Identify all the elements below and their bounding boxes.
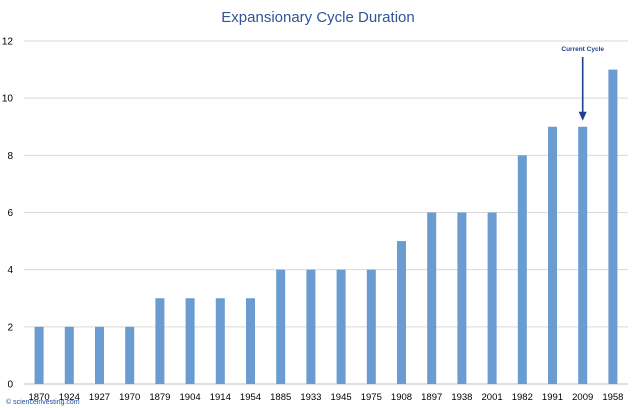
bar-1908	[397, 241, 406, 384]
y-tick-label: 8	[7, 151, 13, 162]
y-tick-label: 6	[7, 208, 13, 219]
x-tick-label: 1970	[119, 392, 140, 403]
bar-2009	[578, 126, 588, 384]
bar-1897	[427, 212, 437, 384]
x-tick-label: 1904	[180, 392, 201, 403]
bar-1991	[548, 126, 557, 384]
x-tick-label: 1991	[542, 392, 563, 403]
x-tick-label: 1954	[240, 392, 261, 403]
y-tick-label: 0	[7, 380, 13, 391]
x-tick-label: 1885	[270, 392, 291, 403]
x-tick-label: 1908	[391, 392, 412, 403]
bar-1927	[95, 326, 104, 384]
x-tick-label: 1945	[331, 392, 352, 403]
bar-2001	[487, 212, 497, 384]
bar-1945	[336, 269, 346, 384]
x-tick-label: 1933	[300, 392, 321, 403]
x-tick-label: 1879	[149, 392, 170, 403]
x-tick-label: 1982	[512, 392, 533, 403]
bar-1885	[276, 269, 286, 384]
x-tick-label: 2001	[482, 392, 503, 403]
bar-1938	[457, 212, 467, 384]
y-tick-label: 2	[7, 322, 13, 333]
chart-title: Expansionary Cycle Duration	[221, 9, 414, 26]
bar-1975	[366, 269, 376, 384]
x-tick-label: 1897	[421, 392, 442, 403]
current-cycle-arrow-head	[578, 111, 587, 121]
y-tick-label: 10	[2, 94, 14, 105]
x-tick-label: 1924	[59, 392, 80, 403]
x-tick-label: 1938	[451, 392, 472, 403]
bar-1933	[306, 269, 316, 384]
bar-1958	[608, 69, 618, 384]
x-axis-tick-labels: 1870 1924 1927 1970 1879 1904 1914 1954 1885 1933…	[29, 392, 624, 403]
bar-1982	[517, 155, 527, 384]
x-tick-label: 1870	[29, 392, 50, 403]
bar-1924	[64, 326, 74, 384]
x-tick-label: 2009	[572, 392, 593, 403]
bar-1879	[155, 298, 165, 384]
source-credit: © scienceinvesting.com	[6, 398, 80, 406]
x-tick-label: 1927	[89, 392, 110, 403]
y-axis-tick-labels: 0 2 4 6 8 10 12	[2, 37, 14, 391]
bar-1870	[34, 326, 44, 384]
x-tick-label: 1958	[602, 392, 623, 403]
annotation: Current Cycle	[561, 46, 604, 121]
bar-1904	[185, 298, 195, 384]
x-tick-label: 1914	[210, 392, 231, 403]
bars	[34, 69, 618, 384]
grid-lines	[24, 40, 628, 385]
y-tick-label: 4	[7, 265, 13, 276]
x-tick-label: 1975	[361, 392, 382, 403]
y-tick-label: 12	[2, 37, 14, 48]
current-cycle-annotation: Current Cycle	[561, 46, 604, 53]
bar-1954	[246, 298, 255, 384]
bar-1970	[125, 326, 135, 384]
bar-1914	[215, 298, 225, 384]
